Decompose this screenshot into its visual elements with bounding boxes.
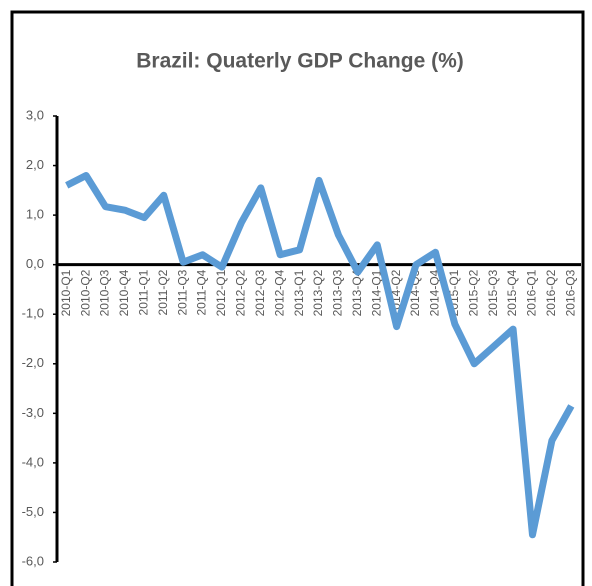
x-tick-label: 2016-Q3 xyxy=(563,269,577,316)
x-tick-label: 2010-Q4 xyxy=(117,269,131,316)
x-tick-label: 2012-Q2 xyxy=(234,269,248,316)
x-tick-label: 2012-Q1 xyxy=(214,269,228,316)
y-tick-label: 1,0 xyxy=(26,207,44,222)
y-tick-label: 3,0 xyxy=(26,107,44,122)
x-tick-label: 2011-Q3 xyxy=(175,269,189,315)
x-tick-label: 2010-Q3 xyxy=(98,269,112,316)
y-tick-label: -6,0 xyxy=(22,553,44,568)
x-tick-label: 2014-Q4 xyxy=(428,269,442,316)
y-tick-label: -1,0 xyxy=(22,306,44,321)
y-tick-label: -5,0 xyxy=(22,504,44,519)
x-tick-label: 2010-Q1 xyxy=(59,269,73,316)
x-tick-label: 2013-Q1 xyxy=(292,269,306,316)
x-tick-label: 2012-Q4 xyxy=(272,269,286,316)
x-tick-label: 2016-Q2 xyxy=(544,269,558,316)
x-tick-label: 2012-Q3 xyxy=(253,269,267,316)
x-tick-label: 2011-Q2 xyxy=(156,269,170,315)
x-tick-label: 2015-Q4 xyxy=(505,269,519,316)
x-tick-label: 2015-Q3 xyxy=(486,269,500,316)
y-tick-label: 0,0 xyxy=(26,256,44,271)
x-tick-label: 2013-Q4 xyxy=(350,269,364,316)
frame xyxy=(10,10,585,586)
x-tick-label: 2016-Q1 xyxy=(525,269,539,316)
y-tick-label: -3,0 xyxy=(22,405,44,420)
x-tick-label: 2011-Q4 xyxy=(195,269,209,315)
y-tick-label: -4,0 xyxy=(22,454,44,469)
data-line xyxy=(65,171,575,539)
x-tick-label: 2013-Q3 xyxy=(331,269,345,316)
y-tick-label: 2,0 xyxy=(26,157,44,172)
x-tick-label: 2011-Q1 xyxy=(137,269,151,315)
x-tick-label: 2010-Q2 xyxy=(78,269,92,316)
x-tick-label: 2014-Q1 xyxy=(369,269,383,316)
chart-title: Brazil: Quaterly GDP Change (%) xyxy=(136,50,464,73)
y-tick-label: -2,0 xyxy=(22,355,44,370)
x-tick-label: 2015-Q2 xyxy=(466,269,480,316)
x-tick-label: 2013-Q2 xyxy=(311,269,325,316)
